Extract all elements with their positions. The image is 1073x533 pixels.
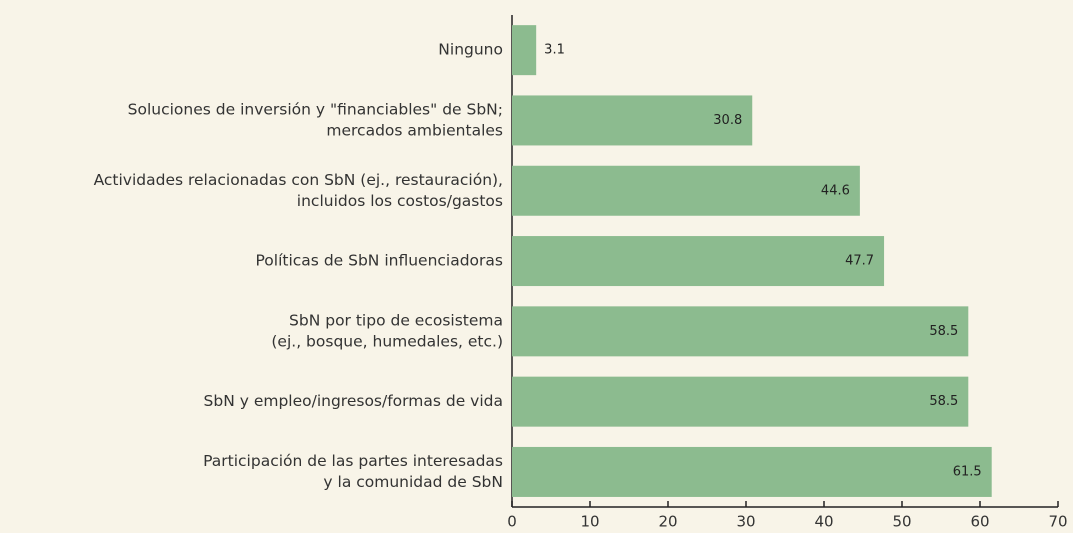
bar [512,376,969,427]
value-label: 58.5 [929,394,958,409]
x-tick-label: 0 [507,513,517,531]
category-label: SbN por tipo de ecosistema [289,311,503,329]
category-label: Ninguno [438,41,503,59]
bar [512,25,537,76]
value-label: 3.1 [544,43,565,58]
x-tick-label: 70 [1048,513,1067,531]
category-label: y la comunidad de SbN [323,473,503,491]
bar [512,165,860,216]
category-label: Políticas de SbN influenciadoras [256,252,503,270]
x-tick-label: 40 [814,513,833,531]
bar [512,306,969,357]
value-label: 58.5 [929,324,958,339]
category-label: mercados ambientales [326,121,503,139]
category-label: incluidos los costos/gastos [297,192,503,210]
bar [512,95,753,146]
x-tick-label: 50 [892,513,911,531]
x-tick-label: 60 [970,513,989,531]
category-label: (ej., bosque, humedales, etc.) [271,332,503,350]
value-label: 61.5 [953,464,982,479]
value-label: 44.6 [821,183,850,198]
category-label: SbN y empleo/ingresos/formas de vida [204,392,503,410]
x-tick-label: 30 [736,513,755,531]
value-label: 30.8 [713,113,742,128]
value-label: 47.7 [845,254,874,269]
bar [512,236,885,287]
bar [512,446,992,497]
x-tick-label: 20 [658,513,677,531]
category-label: Actividades relacionadas con SbN (ej., r… [94,171,503,189]
category-label: Participación de las partes interesadas [203,452,503,470]
x-tick-label: 10 [580,513,599,531]
category-label: Soluciones de inversión y "financiables"… [128,100,503,118]
